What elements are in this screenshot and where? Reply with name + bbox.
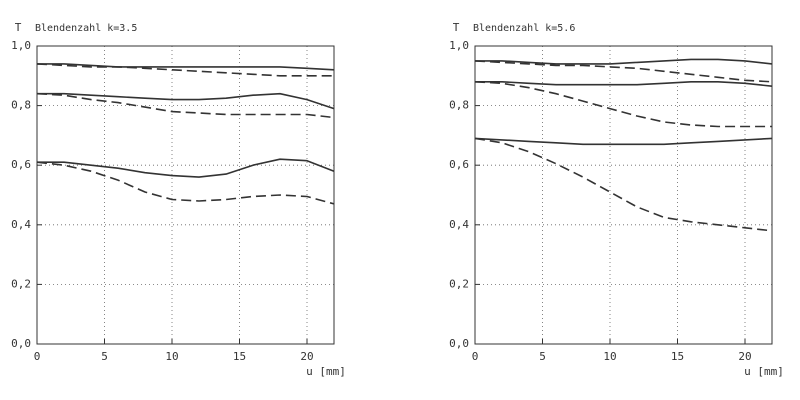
x-tick-label: 10 (603, 350, 616, 363)
x-tick-label: 20 (738, 350, 751, 363)
series-line (37, 63, 335, 71)
series-line (474, 60, 773, 83)
x-tick-label: 0 (472, 350, 479, 363)
x-tick-label: 15 (671, 350, 684, 363)
x-tick-label: 5 (539, 350, 546, 363)
y-tick-label: 0,6 (449, 158, 469, 171)
series-line (37, 158, 335, 178)
plot-frame (36, 45, 335, 345)
series-line (36, 63, 334, 77)
series-line (475, 58, 773, 65)
x-tick-label: 5 (101, 350, 108, 363)
plot-frame (474, 45, 773, 345)
y-axis-label: T (15, 21, 22, 34)
x-tick-label: 10 (165, 350, 178, 363)
y-tick-label: 0,0 (11, 337, 31, 350)
x-tick-label: 0 (34, 350, 41, 363)
y-tick-label: 0,4 (11, 218, 31, 231)
x-tick-label: 15 (233, 350, 246, 363)
chart-title: Blendenzahl k=5.6 (473, 23, 575, 34)
series-line (474, 81, 772, 128)
series-line (474, 137, 773, 146)
x-tick-label: 20 (300, 350, 313, 363)
y-tick-label: 0,2 (449, 277, 469, 290)
y-tick-label: 0,8 (449, 99, 469, 112)
y-tick-label: 0,2 (11, 277, 31, 290)
y-tick-label: 1,0 (11, 39, 31, 52)
y-tick-label: 1,0 (449, 39, 469, 52)
y-tick-label: 0,6 (11, 158, 31, 171)
y-tick-label: 0,4 (449, 218, 469, 231)
y-tick-label: 0,0 (449, 337, 469, 350)
y-tick-label: 0,8 (11, 99, 31, 112)
series-line (475, 81, 773, 87)
series-line (37, 92, 335, 110)
chart-title: Blendenzahl k=3.5 (35, 23, 137, 34)
series-line (474, 137, 773, 232)
y-axis-label: T (453, 21, 460, 34)
series-line (36, 161, 335, 205)
x-axis-label: u [mm] (306, 365, 346, 378)
series-line (36, 92, 335, 119)
x-axis-label: u [mm] (744, 365, 784, 378)
